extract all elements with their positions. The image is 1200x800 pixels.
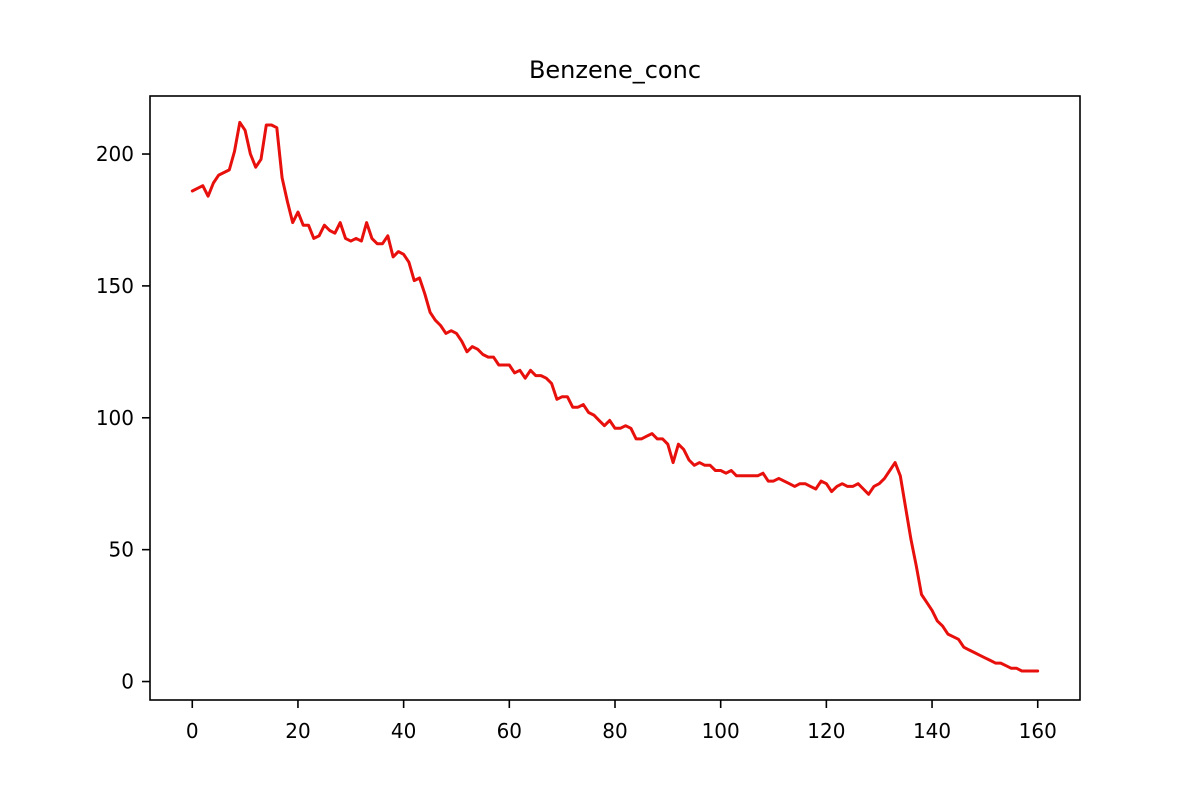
y-tick-label: 50: [109, 538, 134, 562]
x-tick-label: 160: [1019, 719, 1057, 743]
y-axis-ticks: 0 50 100 150 200: [96, 142, 150, 694]
x-tick-label: 60: [497, 719, 522, 743]
plot-series: [190, 120, 1040, 673]
x-tick-label: 120: [807, 719, 845, 743]
x-axis-ticks: 0 20 40 60 80 100 120 140 160: [186, 700, 1057, 743]
y-tick-label: 150: [96, 274, 134, 298]
x-tick-label: 80: [602, 719, 627, 743]
y-tick-label: 200: [96, 142, 134, 166]
x-tick-label: 20: [285, 719, 310, 743]
y-tick-label: 0: [121, 670, 134, 694]
y-tick-label: 100: [96, 406, 134, 430]
series-line: [190, 120, 1040, 673]
x-tick-label: 0: [186, 719, 199, 743]
x-tick-label: 140: [913, 719, 951, 743]
x-tick-label: 40: [391, 719, 416, 743]
plot-area-frame: [149, 95, 1081, 701]
x-tick-label: 100: [702, 719, 740, 743]
chart-title: Benzene_conc: [529, 56, 701, 84]
